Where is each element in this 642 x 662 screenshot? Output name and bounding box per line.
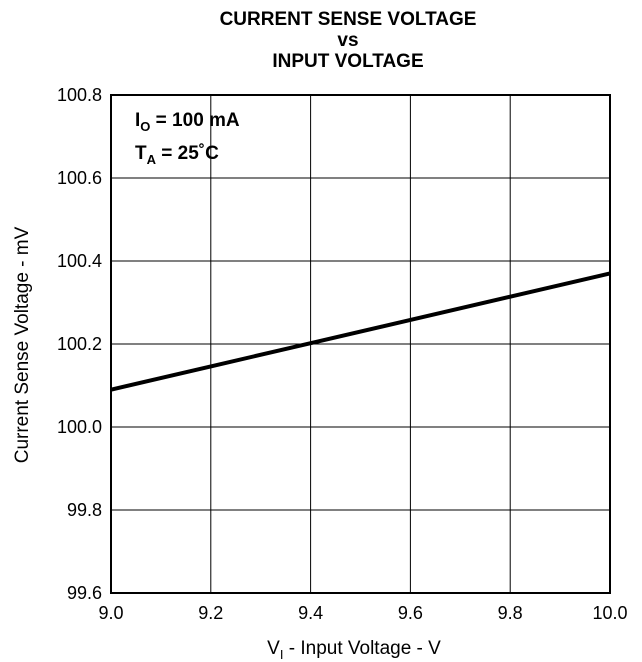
x-tick-label: 9.0: [98, 603, 123, 623]
y-tick-label: 100.8: [57, 85, 102, 105]
chart-title-line-1: CURRENT SENSE VOLTAGE: [220, 9, 477, 30]
y-tick-label: 100.0: [57, 417, 102, 437]
x-tick-label: 9.8: [498, 603, 523, 623]
plot-frame: [110, 94, 611, 594]
grid: [110, 94, 611, 594]
y-tick-label: 99.8: [67, 500, 102, 520]
annotation-ambient-temp: TA = 25˚C: [135, 143, 219, 167]
y-tick-label: 99.6: [67, 583, 102, 603]
y-tick-label: 100.6: [57, 168, 102, 188]
y-tick-label: 100.2: [57, 334, 102, 354]
y-axis-label: Current Sense Voltage - mV: [12, 226, 33, 463]
x-tick-label: 9.2: [198, 603, 223, 623]
series: [110, 271, 611, 392]
y-tick-labels: 99.6 99.8 100.0 100.2 100.4 100.6 100.8: [57, 85, 102, 603]
annotation-output-current: IO = 100 mA: [135, 110, 240, 134]
x-axis-label: VI - Input Voltage - V: [267, 638, 441, 662]
series-line: [110, 271, 611, 392]
chart-title-line-3: INPUT VOLTAGE: [272, 51, 423, 72]
y-tick-label: 100.4: [57, 251, 102, 271]
chart-title-line-2: vs: [337, 30, 358, 51]
x-tick-label: 10.0: [592, 603, 627, 623]
x-tick-label: 9.4: [298, 603, 323, 623]
x-tick-labels: 9.0 9.2 9.4 9.6 9.8 10.0: [98, 603, 627, 623]
x-tick-label: 9.6: [398, 603, 423, 623]
